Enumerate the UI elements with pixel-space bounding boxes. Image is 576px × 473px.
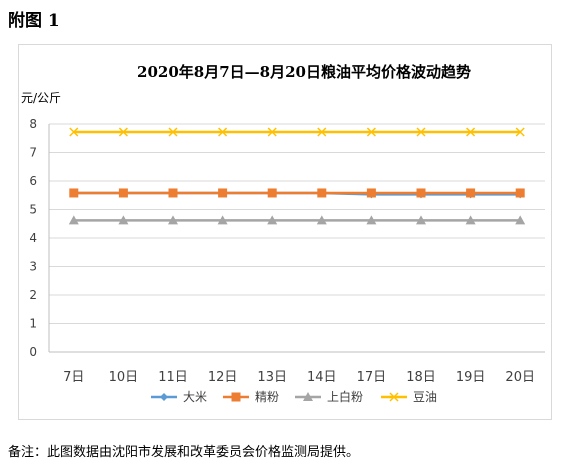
legend-marker xyxy=(303,392,313,401)
x-tick-label: 17日 xyxy=(357,370,387,385)
y-tick-label: 6 xyxy=(29,174,37,188)
y-tick-label: 0 xyxy=(29,345,37,359)
data-point xyxy=(168,188,178,198)
series-豆油 xyxy=(69,127,525,137)
x-tick-label: 7日 xyxy=(63,370,84,385)
data-point xyxy=(515,127,525,137)
data-point xyxy=(316,215,327,225)
data-point xyxy=(416,215,426,225)
data-point xyxy=(217,215,228,225)
legend-label: 大米 xyxy=(183,390,207,404)
series-上白粉 xyxy=(68,215,526,225)
legend-item: 精粉 xyxy=(223,390,279,404)
data-point xyxy=(118,188,128,198)
data-point xyxy=(168,127,178,137)
legend-item: 豆油 xyxy=(381,390,437,404)
legend-label: 精粉 xyxy=(255,390,279,404)
y-tick-label: 1 xyxy=(29,317,37,331)
x-tick-label: 20日 xyxy=(505,370,535,385)
data-point xyxy=(416,127,426,137)
y-axis-unit-label: 元/公斤 xyxy=(21,91,61,105)
gridlines xyxy=(49,123,545,353)
footnote: 备注：此图数据由沈阳市发展和改革委员会价格监测局提供。 xyxy=(8,445,360,460)
data-point xyxy=(317,127,327,137)
data-point xyxy=(366,215,377,225)
chart-frame: 2020年8月7日—8月20日粮油平均价格波动趋势 元/公斤 0 1 2 3 4 5 6 7 8… xyxy=(18,44,552,420)
legend-marker xyxy=(160,393,168,401)
data-point xyxy=(267,188,277,198)
data-point xyxy=(218,188,228,198)
chart-title: 2020年8月7日—8月20日粮油平均价格波动趋势 xyxy=(137,63,471,81)
legend-item: 上白粉 xyxy=(295,389,363,404)
y-tick-label: 4 xyxy=(29,231,37,245)
data-point xyxy=(366,127,376,137)
legend-label: 上白粉 xyxy=(327,389,363,404)
data-point xyxy=(69,127,79,137)
data-point xyxy=(515,215,526,225)
x-tick-label: 19日 xyxy=(456,370,486,385)
y-tick-label: 3 xyxy=(29,260,37,274)
y-tick-label: 5 xyxy=(29,203,37,217)
legend-marker xyxy=(389,392,399,402)
data-point xyxy=(118,215,129,225)
figure-label: 附图 1 xyxy=(8,11,60,31)
data-point xyxy=(515,188,525,198)
series-精粉 xyxy=(69,188,525,198)
data-point xyxy=(168,215,178,225)
legend-marker xyxy=(231,392,241,402)
y-tick-label: 8 xyxy=(29,117,37,131)
data-point xyxy=(466,127,476,137)
data-point xyxy=(218,127,228,137)
data-point xyxy=(69,188,79,198)
data-point xyxy=(118,127,128,137)
x-tick-label: 12日 xyxy=(208,370,238,385)
data-point xyxy=(465,215,476,225)
data-point xyxy=(317,188,327,198)
x-tick-label: 10日 xyxy=(109,370,139,385)
data-point xyxy=(366,188,376,198)
x-tick-label: 18日 xyxy=(406,370,436,385)
data-point xyxy=(416,188,426,198)
y-tick-label: 2 xyxy=(29,288,37,302)
data-point xyxy=(267,127,277,137)
legend: 大米 精粉 上白粉 豆油 xyxy=(151,389,437,404)
legend-item: 大米 xyxy=(151,390,207,404)
series-lines xyxy=(68,127,526,225)
data-point xyxy=(466,188,476,198)
line-chart: 2020年8月7日—8月20日粮油平均价格波动趋势 元/公斤 0 1 2 3 4 5 6 7 8… xyxy=(21,63,545,404)
y-tick-label: 7 xyxy=(29,146,37,160)
axes: 0 1 2 3 4 5 6 7 8 7日 10日 11日 12日 13日 14日 17日 18日 19日 20日 xyxy=(29,117,545,385)
x-tick-label: 13日 xyxy=(257,370,287,385)
data-point xyxy=(267,215,278,225)
x-tick-label: 14日 xyxy=(307,370,337,385)
x-tick-label: 11日 xyxy=(158,370,188,385)
legend-label: 豆油 xyxy=(413,390,437,404)
data-point xyxy=(68,215,79,225)
